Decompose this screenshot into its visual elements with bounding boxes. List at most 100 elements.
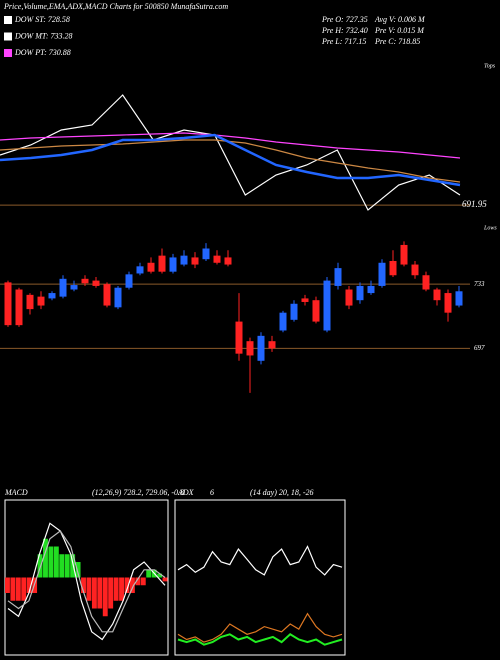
candle-body xyxy=(301,298,309,302)
candle-body xyxy=(290,303,298,320)
candle-body xyxy=(103,284,111,306)
histogram-bar xyxy=(53,546,59,578)
candle-body xyxy=(48,293,56,299)
legend-label: DOW PT: 730.88 xyxy=(14,48,71,57)
stat: Pre L: 717.15 xyxy=(321,37,366,46)
line xyxy=(177,633,343,646)
histogram-bar xyxy=(157,573,163,578)
stat: Pre H: 732.40 xyxy=(321,26,368,35)
candle-body xyxy=(136,266,144,274)
histogram-bar xyxy=(43,538,48,578)
histogram-bar xyxy=(10,577,16,601)
panel-value: 6 xyxy=(210,488,214,497)
histogram-bar xyxy=(37,554,43,578)
panel-params: (12,26,9) 728.2, 729.06, -0.8 xyxy=(92,488,184,497)
candle-body xyxy=(268,341,276,349)
stat: Pre V: 0.015 M xyxy=(374,26,425,35)
candle-body xyxy=(202,248,210,260)
candle-body xyxy=(235,321,243,354)
histogram-bar xyxy=(21,577,27,601)
candle-body xyxy=(444,293,452,313)
candle-body xyxy=(70,285,78,290)
chart-title: Price,Volume,EMA,ADX,MACD Charts for 500… xyxy=(3,2,228,11)
candle-body xyxy=(4,282,12,326)
candle-body xyxy=(59,278,67,297)
lows-label: Lows xyxy=(483,225,497,231)
histogram-bar xyxy=(119,577,124,601)
stat: Avg V: 0.006 M xyxy=(374,15,426,24)
line xyxy=(0,94,461,211)
candle-body xyxy=(26,294,34,310)
candle-body xyxy=(147,262,155,272)
candle-body xyxy=(213,255,221,263)
candle-body xyxy=(334,268,342,286)
candle-body xyxy=(191,257,199,265)
candle-body xyxy=(455,291,463,306)
candle-body xyxy=(400,244,408,265)
panel-params: (14 day) 20, 18, -26 xyxy=(250,488,314,497)
histogram-bar xyxy=(97,577,103,609)
histogram-bar xyxy=(124,577,130,593)
histogram-bar xyxy=(108,577,114,609)
histogram-bar xyxy=(70,554,76,578)
candle-body xyxy=(389,260,397,276)
candle-body xyxy=(81,278,89,284)
candle-body xyxy=(356,285,364,301)
candle-body xyxy=(312,300,320,322)
panel-title: ADX xyxy=(177,488,195,497)
line xyxy=(7,530,166,633)
candle-body xyxy=(323,280,331,331)
candle-body xyxy=(169,257,177,272)
candle-body xyxy=(37,296,45,306)
histogram-bar xyxy=(26,577,32,593)
histogram-bar xyxy=(86,577,92,601)
histogram-bar xyxy=(146,569,152,578)
line xyxy=(7,522,166,641)
candle-body xyxy=(367,285,375,294)
y-tick-label: 691.95 xyxy=(462,199,487,209)
candle-body xyxy=(125,274,133,288)
candle-body xyxy=(257,335,265,361)
line xyxy=(177,612,343,643)
histogram-bar xyxy=(75,562,81,578)
tops-label: Tops xyxy=(484,63,496,69)
stat: Pre O: 727.35 xyxy=(321,15,368,24)
histogram-bar xyxy=(5,577,10,593)
candle-body xyxy=(411,264,419,276)
line xyxy=(0,132,461,159)
histogram-bar xyxy=(140,577,146,586)
y-tick-label: 733 xyxy=(474,280,485,288)
legend-label: DOW ST: 728.58 xyxy=(14,15,70,24)
histogram-bar xyxy=(15,577,21,601)
candle-body xyxy=(433,289,441,301)
candle-body xyxy=(92,280,100,286)
stat: Pre C: 718.85 xyxy=(374,37,420,46)
histogram-bar xyxy=(91,577,97,609)
candle-body xyxy=(378,262,386,286)
y-tick-label: 697 xyxy=(474,344,485,352)
candle-body xyxy=(114,287,122,308)
histogram-bar xyxy=(81,577,86,593)
candle-body xyxy=(279,312,287,331)
histogram-bar xyxy=(102,577,108,617)
histogram-bar xyxy=(48,546,54,578)
legend-swatch xyxy=(4,16,12,24)
legend-label: DOW MT: 733.28 xyxy=(14,31,73,40)
histogram-bar xyxy=(64,554,70,578)
legend-swatch xyxy=(4,32,12,41)
histogram-bar xyxy=(129,577,135,593)
candle-body xyxy=(224,257,232,265)
candle-body xyxy=(15,289,23,326)
histogram-bar xyxy=(59,554,65,578)
histogram-bar xyxy=(113,577,119,601)
candle-body xyxy=(422,275,430,290)
line xyxy=(177,545,343,576)
panel-title: MACD xyxy=(4,488,28,497)
line xyxy=(0,133,461,187)
candle-body xyxy=(158,255,166,272)
candle-body xyxy=(246,341,254,356)
histogram-bar xyxy=(135,577,141,586)
candle-body xyxy=(345,289,353,306)
